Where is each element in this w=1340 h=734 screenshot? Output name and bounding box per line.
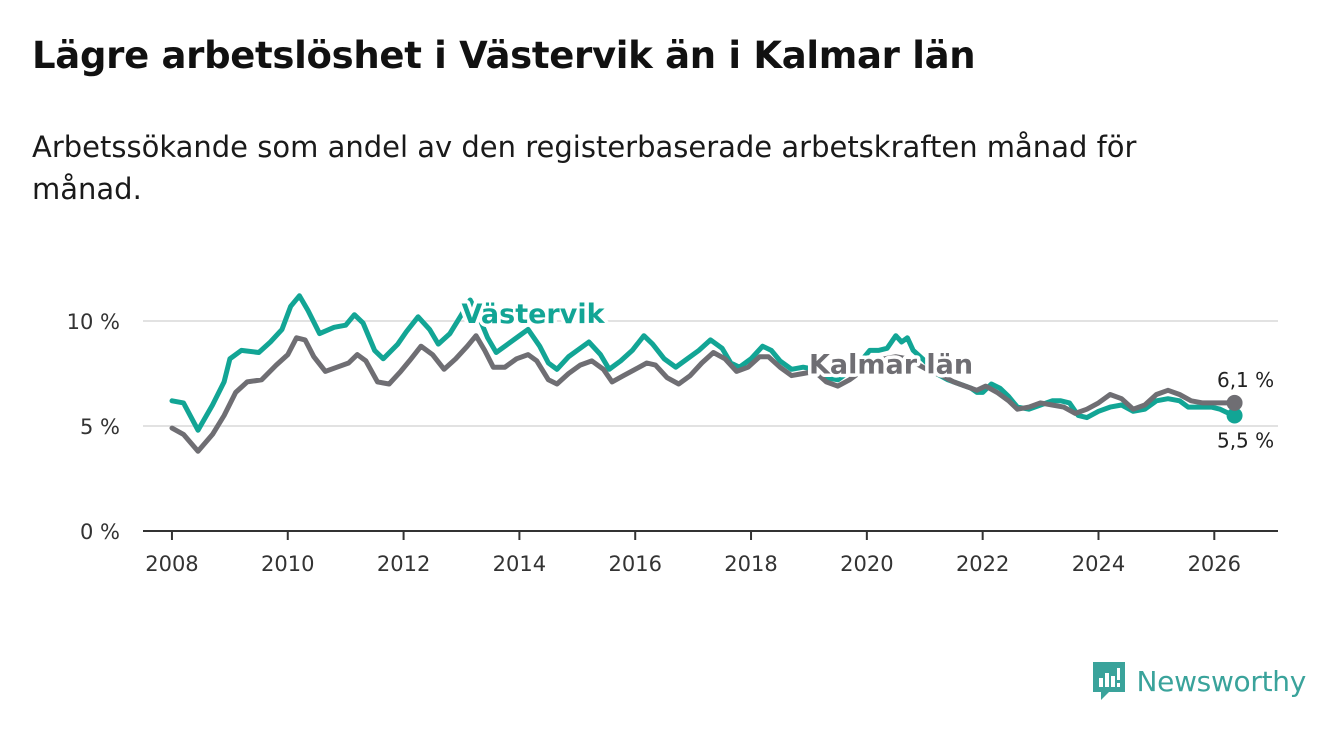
brand-name: Newsworthy (1136, 664, 1307, 698)
grid-layer: 0 % 5 % 10 % (67, 310, 1278, 544)
newsworthy-brand: Newsworthy (1091, 660, 1307, 702)
x-tick-label: 2016 (608, 552, 661, 576)
x-tick-label: 2026 (1188, 552, 1241, 576)
x-tick-label: 2018 (724, 552, 777, 576)
end-point-vastervik (1226, 407, 1243, 424)
x-axis: 2008 2010 2012 2014 2016 2018 2020 2022 2024 2026 (143, 530, 1278, 576)
end-point-kalmar (1226, 394, 1243, 411)
y-tick-label: 5 % (80, 415, 120, 439)
x-tick-label: 2008 (145, 552, 198, 576)
series-line-vastervik (169, 293, 1238, 433)
end-value-label-vastervik: 5,5 % (1217, 429, 1274, 453)
y-tick-label: 10 % (67, 310, 120, 334)
chart-subtitle: Arbetssökande som andel av den registerb… (32, 130, 1137, 206)
x-tick-label: 2014 (493, 552, 546, 576)
y-tick-label: 0 % (80, 520, 120, 544)
x-tick-label: 2022 (956, 552, 1009, 576)
series-line-kalmar (169, 333, 1238, 454)
end-value-label-kalmar: 6,1 % (1217, 368, 1274, 392)
series-labels: Västervik Kalmar län 5,5 % 6,1 % (458, 296, 1274, 453)
chart-title: Lägre arbetslöshet i Västervik än i Kalm… (32, 34, 976, 77)
series-label-vastervik: Västervik (461, 299, 605, 330)
newsworthy-logo-icon (1092, 662, 1125, 700)
x-tick-label: 2012 (377, 552, 430, 576)
x-tick-label: 2020 (840, 552, 893, 576)
x-tick-label: 2024 (1072, 552, 1125, 576)
series-lines (169, 293, 1243, 454)
series-label-kalmar: Kalmar län (809, 350, 973, 381)
x-tick-label: 2010 (261, 552, 314, 576)
